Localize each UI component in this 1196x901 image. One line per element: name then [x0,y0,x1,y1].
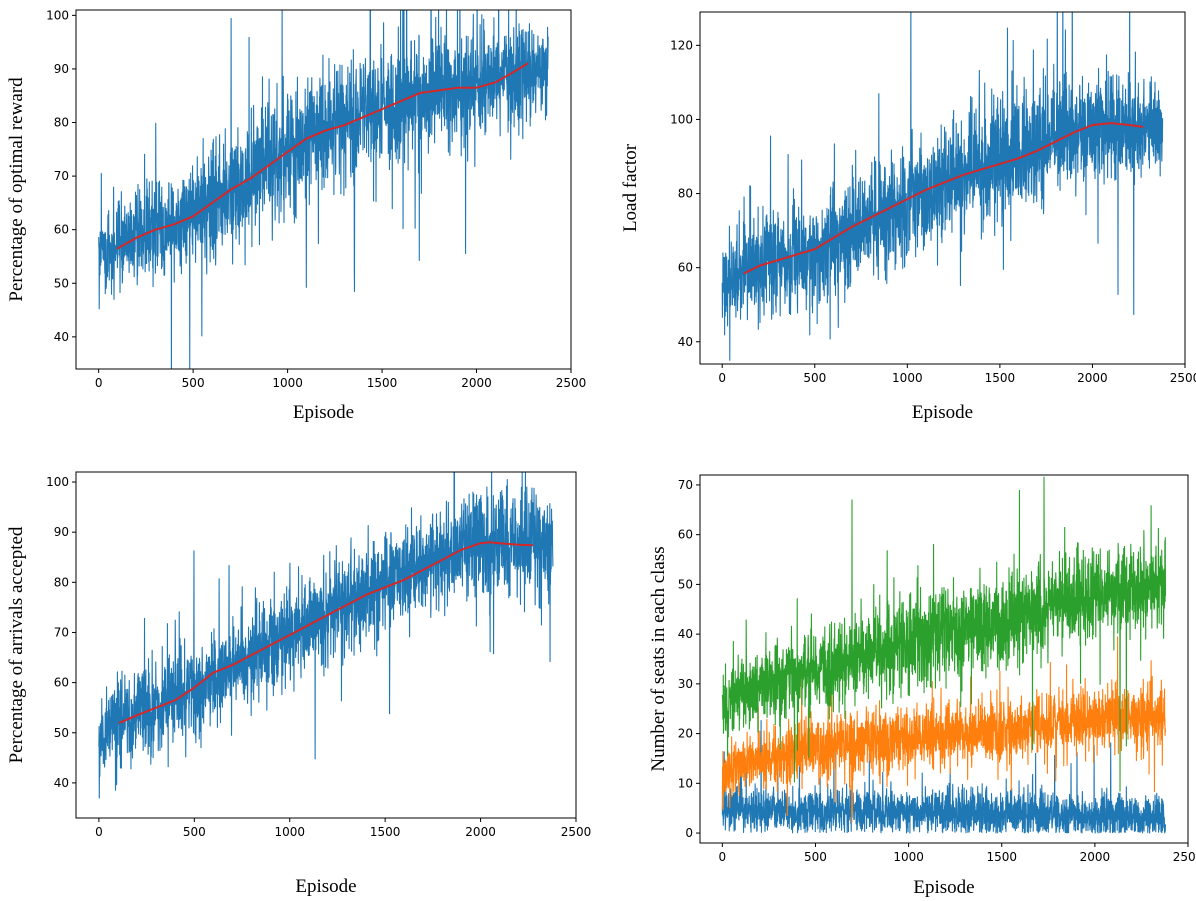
plot-area [721,12,1164,361]
y-tick-label: 80 [54,575,69,589]
series-line-1 [721,720,1167,834]
y-axis-label: Percentage of optimal reward [6,77,27,302]
x-tick-label: 500 [803,371,826,385]
y-tick-label: 50 [54,276,69,290]
axes-frame [75,471,577,819]
x-axis-label: Episode [913,877,974,898]
y-tick-label: 40 [54,330,69,344]
series-line-2 [721,636,1167,823]
x-tick-label: 2500 [561,825,592,839]
y-tick-label: 80 [54,116,69,130]
y-tick-label: 0 [685,826,693,840]
y-tick-label: 90 [54,525,69,539]
x-tick-label: 0 [719,850,727,864]
x-tick-label: 1500 [367,376,398,390]
x-tick-label: 2000 [1077,371,1108,385]
x-tick-label: 2000 [1080,850,1111,864]
y-tick-label: 60 [678,528,693,542]
y-tick-label: 70 [678,478,693,492]
x-tick-label: 1000 [272,376,303,390]
x-tick-label: 1000 [893,850,924,864]
chart-panel-2: 0 500 1000 1500 2000 2500 40 60 80 100 120 Episode L… [620,11,1196,423]
x-tick-label: 500 [804,850,827,864]
y-tick-label: 100 [46,8,69,22]
x-tick-label: 1000 [274,825,305,839]
chart-panel-4: 0 500 1000 1500 2000 2500 0 10 20 30 40 50 60 70 Episo… [648,474,1196,898]
y-tick-label: 100 [670,112,693,126]
x-axis-label: Episode [293,402,354,423]
y-tick-label: 50 [54,726,69,740]
x-tick-label: 1000 [892,371,923,385]
moving-average-line [116,62,529,250]
y-axis-label: Load factor [620,143,641,232]
chart-panel-1: 0 500 1000 1500 2000 2500 40 50 60 70 80 90 100 Episo… [6,8,587,423]
series-line-1 [98,10,549,369]
y-tick-label: 30 [678,677,693,691]
x-tick-label: 2000 [461,376,492,390]
x-tick-label: 2500 [1173,850,1196,864]
y-tick-label: 60 [54,223,69,237]
moving-average-line [118,541,534,724]
moving-average-line [743,122,1144,275]
y-tick-label: 80 [678,187,693,201]
y-tick-label: 40 [54,776,69,790]
y-tick-label: 60 [678,261,693,275]
x-tick-label: 1500 [370,825,401,839]
y-tick-label: 50 [678,577,693,591]
y-tick-label: 40 [678,335,693,349]
x-axis-label: Episode [912,402,973,423]
y-tick-label: 40 [678,627,693,641]
y-tick-label: 100 [46,475,69,489]
y-axis-label: Number of seats in each class [648,546,669,771]
y-tick-label: 120 [670,38,693,52]
series-line-1 [98,472,554,799]
y-tick-label: 20 [678,727,693,741]
x-tick-label: 1500 [986,850,1017,864]
plot-area [721,476,1167,834]
axes-frame [699,474,1189,844]
x-tick-label: 1500 [985,371,1016,385]
x-tick-label: 0 [95,825,103,839]
series-line-3 [721,476,1167,792]
y-tick-label: 90 [54,62,69,76]
axes-frame [75,9,572,370]
x-tick-label: 0 [718,371,726,385]
x-tick-label: 2000 [465,825,496,839]
x-tick-label: 500 [183,825,206,839]
axes-frame [699,11,1186,365]
y-tick-label: 70 [54,169,69,183]
y-tick-label: 10 [678,776,693,790]
plot-area [98,472,554,799]
x-tick-label: 500 [182,376,205,390]
series-line-1 [721,12,1164,361]
y-tick-label: 70 [54,625,69,639]
y-tick-label: 60 [54,676,69,690]
x-tick-label: 2500 [1170,371,1196,385]
y-axis-label: Percentage of arrivals accepted [6,526,27,763]
x-tick-label: 2500 [556,376,587,390]
plot-area [98,10,549,369]
x-axis-label: Episode [295,876,356,897]
chart-panel-3: 0 500 1000 1500 2000 2500 40 50 60 70 80 90 100 Episo… [6,471,592,897]
x-tick-label: 0 [95,376,103,390]
